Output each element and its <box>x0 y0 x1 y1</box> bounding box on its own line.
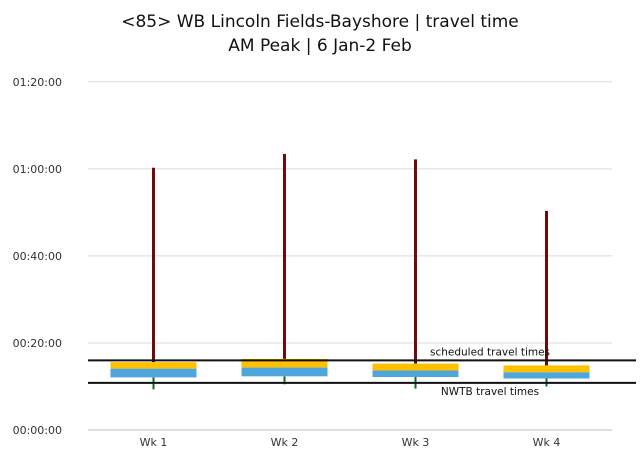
x-tick-label: Wk 3 <box>402 436 430 449</box>
upper-whisker <box>152 167 155 363</box>
box-lower <box>241 367 328 377</box>
box-upper <box>372 363 459 371</box>
box-upper <box>503 365 590 373</box>
box-upper <box>241 358 328 368</box>
box-lower <box>372 370 459 378</box>
y-tick-label: 01:00:00 <box>13 163 62 176</box>
x-tick-label: Wk 4 <box>533 436 561 449</box>
lower-whisker <box>283 376 286 385</box>
chart-subtitle: AM Peak | 6 Jan-2 Feb <box>228 36 412 56</box>
y-tick-label: 00:00:00 <box>13 424 62 437</box>
y-tick-label: 00:20:00 <box>13 337 62 350</box>
reference-line-label: NWTB travel times <box>441 386 539 398</box>
x-tick-label: Wk 1 <box>140 436 168 449</box>
reference-line-label: scheduled travel times <box>430 346 550 358</box>
x-tick-label: Wk 2 <box>271 436 299 449</box>
chart-title: <85> WB Lincoln Fields-Bayshore | travel… <box>121 12 519 32</box>
box-lower <box>110 368 197 378</box>
box-upper <box>110 362 197 369</box>
upper-whisker <box>545 210 548 366</box>
upper-whisker <box>283 153 286 359</box>
y-tick-label: 01:20:00 <box>13 76 62 89</box>
y-tick-label: 00:40:00 <box>13 250 62 263</box>
upper-whisker <box>414 159 417 364</box>
box-lower <box>503 372 590 379</box>
